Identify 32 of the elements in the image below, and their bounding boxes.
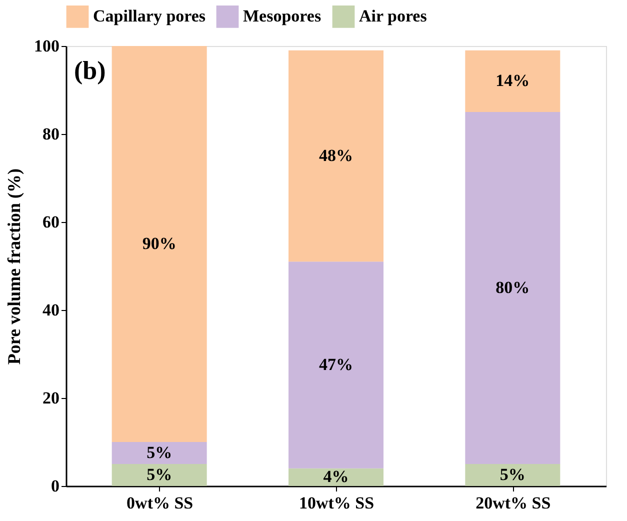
data-label: 80% [496, 278, 530, 297]
data-label: 14% [496, 71, 530, 90]
y-tick-label: 80 [42, 124, 60, 144]
legend-label: Mesopores [243, 6, 322, 26]
data-label: 5% [500, 465, 526, 484]
data-label: 4% [323, 467, 349, 486]
y-axis-title: Pore volume fraction (%) [4, 168, 24, 365]
bar [465, 50, 560, 112]
y-tick-label: 40 [42, 300, 60, 320]
bar [112, 442, 207, 464]
bar [465, 112, 560, 464]
data-label: 47% [319, 355, 353, 374]
legend-label: Capillary pores [93, 6, 206, 26]
bar [288, 262, 384, 468]
y-tick-label: 100 [34, 36, 60, 56]
legend-label: Air pores [359, 6, 428, 26]
bar [288, 468, 384, 486]
bar [112, 464, 207, 486]
y-tick-label: 0 [51, 476, 60, 496]
bar [288, 50, 384, 262]
x-tick-label: 10wt% SS [298, 494, 374, 512]
x-tick-label: 20wt% SS [476, 494, 551, 512]
data-label: 48% [319, 146, 353, 165]
y-tick-label: 20 [42, 388, 60, 408]
data-label: 5% [146, 465, 172, 484]
x-tick-label: 0wt% SS [126, 494, 194, 512]
data-label: 90% [142, 234, 176, 253]
bar [465, 464, 560, 486]
annotation: (b) [74, 56, 106, 85]
y-tick-label: 60 [42, 212, 60, 232]
data-label: 5% [146, 443, 172, 462]
bar [112, 46, 207, 442]
